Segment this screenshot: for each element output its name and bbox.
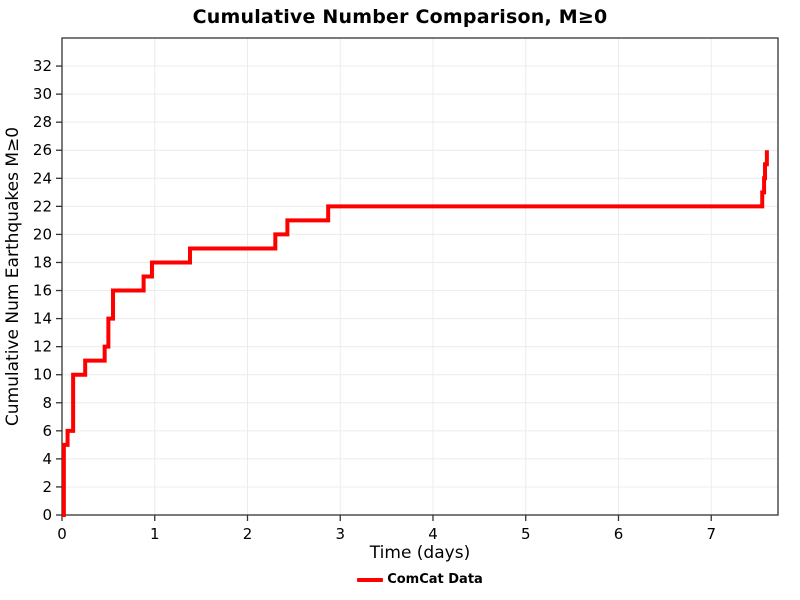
y-tick-label: 10 — [33, 366, 52, 384]
x-tick-label: 0 — [57, 525, 67, 543]
y-tick-label: 22 — [33, 197, 52, 215]
x-tick-label: 1 — [150, 525, 160, 543]
y-tick-label: 14 — [33, 310, 52, 328]
x-tick-label: 3 — [335, 525, 345, 543]
y-tick-label: 30 — [33, 85, 52, 103]
x-tick-label: 7 — [706, 525, 716, 543]
x-axis-label: Time (days) — [369, 543, 471, 563]
y-tick-label: 2 — [42, 478, 52, 496]
y-tick-label: 4 — [42, 450, 52, 468]
y-tick-label: 16 — [33, 282, 52, 300]
y-tick-label: 24 — [33, 169, 52, 187]
x-tick-label: 5 — [521, 525, 531, 543]
y-tick-label: 6 — [42, 422, 52, 440]
y-tick-label: 20 — [33, 225, 52, 243]
legend-label: ComCat Data — [387, 572, 483, 587]
y-tick-label: 26 — [33, 141, 52, 159]
y-tick-label: 28 — [33, 113, 52, 131]
y-tick-label: 18 — [33, 253, 52, 271]
series-line-comcat-data — [61, 150, 769, 517]
y-axis-label: Cumulative Num Earthquakes M≥0 — [3, 127, 23, 426]
x-tick-label: 6 — [614, 525, 624, 543]
x-tick-label: 2 — [243, 525, 253, 543]
chart-title: Cumulative Number Comparison, M≥0 — [192, 6, 608, 28]
y-tick-label: 0 — [42, 506, 52, 524]
y-tick-label: 8 — [42, 394, 52, 412]
legend: ComCat Data — [62, 572, 778, 587]
x-tick-label: 4 — [428, 525, 438, 543]
legend-line-sample — [357, 577, 384, 582]
y-tick-label: 12 — [33, 338, 52, 356]
y-tick-label: 32 — [33, 57, 52, 75]
plot-border — [61, 37, 779, 516]
